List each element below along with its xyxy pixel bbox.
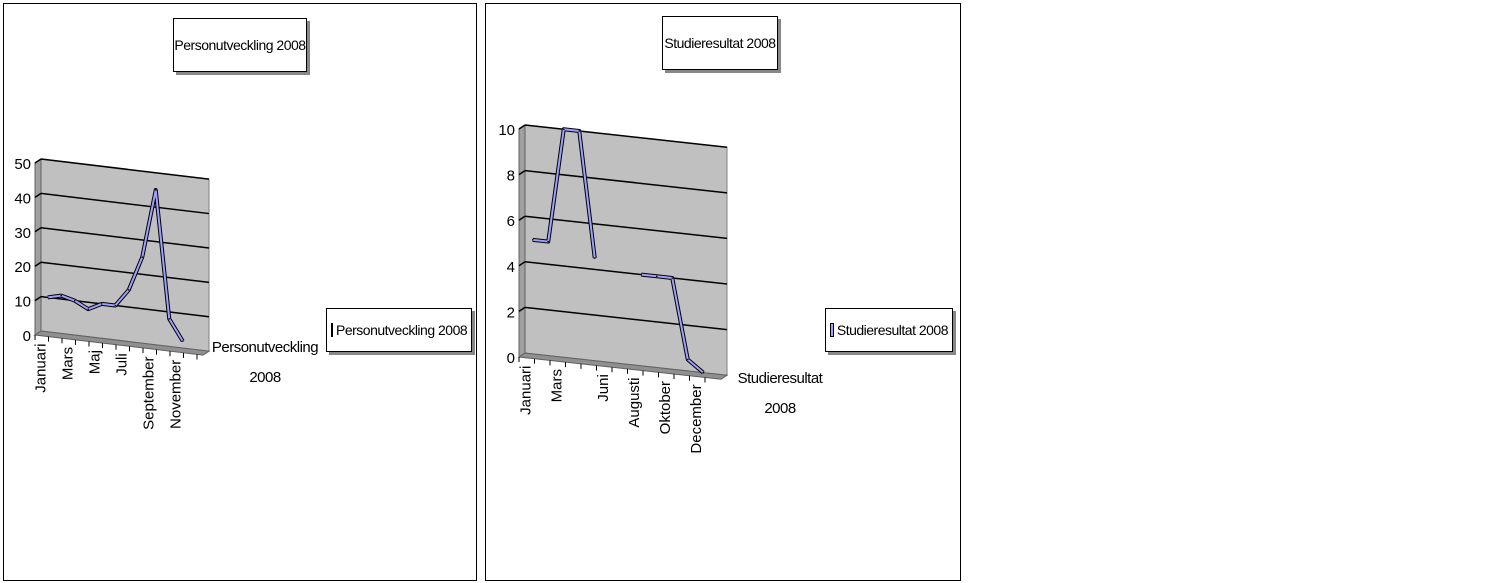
gridline-side xyxy=(518,124,526,130)
data-point xyxy=(73,299,76,302)
x-tick-label: Maj xyxy=(87,350,104,374)
gridline xyxy=(524,124,728,148)
data-point xyxy=(655,275,658,278)
series-axis-label-line2: 2008 xyxy=(764,400,796,417)
plot-back-wall xyxy=(40,158,210,352)
gridline xyxy=(40,261,210,284)
gridline xyxy=(524,261,728,285)
chart-title: Studieresultat 2008 xyxy=(662,16,778,70)
data-point xyxy=(87,308,90,310)
data-point xyxy=(141,256,144,258)
series-axis-label-line1: Personutveckling xyxy=(211,339,319,356)
legend: Personutveckling 2008 xyxy=(326,308,472,352)
data-point xyxy=(60,294,63,297)
gridline xyxy=(524,306,728,331)
data-point xyxy=(671,277,674,279)
series-axis-label: Studieresultat 2008 xyxy=(720,364,840,424)
plot-back-wall xyxy=(524,124,728,376)
series-axis-label: Personutveckling 2008 xyxy=(205,333,325,393)
data-point xyxy=(547,240,550,243)
data-point xyxy=(114,304,117,307)
gridline-side xyxy=(34,261,42,267)
series-axis-label-line2: 2008 xyxy=(249,369,281,386)
gridline xyxy=(524,215,728,240)
data-point xyxy=(168,318,171,320)
x-tick-label: November xyxy=(168,360,185,429)
data-point xyxy=(46,296,49,299)
y-tick-label: 50 xyxy=(14,156,31,173)
data-point xyxy=(181,340,184,342)
data-point xyxy=(154,189,157,191)
x-tick-label: Mars xyxy=(60,347,77,380)
gridline-side xyxy=(518,169,526,176)
x-tick-label: Augusti xyxy=(626,378,643,428)
y-tick-label: 0 xyxy=(507,350,515,367)
y-tick-label: 10 xyxy=(498,122,515,139)
y-tick-label: 8 xyxy=(507,168,515,185)
x-tick-label: Juli xyxy=(114,353,131,376)
gridline-side xyxy=(34,192,42,199)
x-tick-label: Oktober xyxy=(657,381,674,434)
data-point xyxy=(100,303,103,305)
x-tick-label: Januari xyxy=(33,344,50,393)
chart-panel-studieresultat: Studieresultat 2008 0 2 4 6 8 10 Januari Mars Ju… xyxy=(485,3,961,581)
plot-floor xyxy=(517,352,729,380)
data-point xyxy=(686,358,689,361)
gridline xyxy=(40,192,210,215)
y-tick-label: 4 xyxy=(507,259,515,276)
data-point xyxy=(640,273,643,276)
legend-key xyxy=(830,323,834,337)
y-tick-label: 2 xyxy=(507,304,515,321)
data-point xyxy=(593,257,596,259)
gridline-side xyxy=(34,158,42,164)
gridline xyxy=(40,227,210,249)
data-point xyxy=(578,130,581,132)
chart-panel-personutveckling: Personutveckling 2008 0 10 20 30 40 50 Januari… xyxy=(3,3,477,581)
y-tick-label: 30 xyxy=(14,225,31,242)
data-point xyxy=(127,289,130,291)
x-tick-label: December xyxy=(688,384,705,453)
legend-label: Personutveckling 2008 xyxy=(336,322,468,338)
x-tick-label: Mars xyxy=(549,369,566,402)
gridline xyxy=(40,158,210,180)
legend: Studieresultat 2008 xyxy=(825,308,953,352)
chart-plot: 0 10 20 30 40 50 Januari Mars Maj Juli September No… xyxy=(14,156,211,430)
legend-key xyxy=(331,323,333,337)
data-point xyxy=(531,239,534,241)
plot-side-wall xyxy=(518,124,526,358)
gridline-side xyxy=(518,306,526,313)
plot-floor xyxy=(33,330,211,356)
chart-plot: 0 2 4 6 8 10 Januari Mars Juni Augusti Oktober Dece… xyxy=(498,122,729,454)
y-tick-label: 40 xyxy=(14,190,31,207)
y-tick-label: 0 xyxy=(23,328,31,345)
gridline-side xyxy=(518,215,526,221)
data-point xyxy=(702,371,705,374)
y-tick-label: 10 xyxy=(14,294,31,311)
chart-title: Personutveckling 2008 xyxy=(173,18,307,72)
y-tick-label: 6 xyxy=(507,213,515,230)
gridline-side xyxy=(518,261,526,267)
gridline-side xyxy=(34,227,42,233)
series-axis-label-line1: Studieresultat xyxy=(737,370,823,387)
y-tick-label: 20 xyxy=(14,259,31,276)
plot-side-wall xyxy=(34,158,42,336)
x-tick-label: September xyxy=(141,357,158,430)
x-tick-label: Januari xyxy=(518,366,535,415)
x-tick-label: Juni xyxy=(595,374,612,402)
gridline-side xyxy=(34,295,42,302)
data-point xyxy=(562,128,565,131)
legend-label: Studieresultat 2008 xyxy=(836,322,949,338)
